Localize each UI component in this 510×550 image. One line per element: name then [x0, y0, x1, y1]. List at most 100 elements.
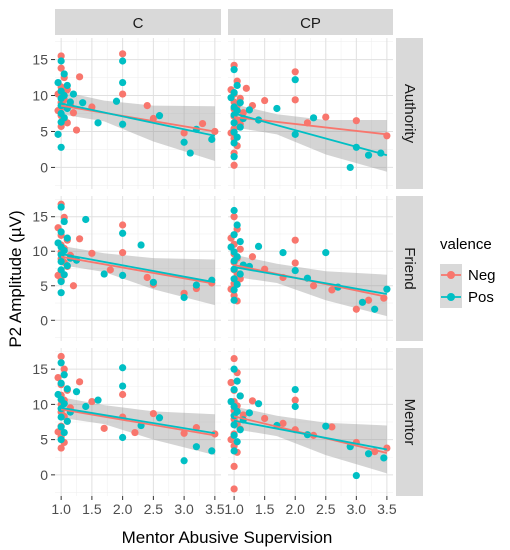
point-pos [119, 57, 127, 65]
point-pos [119, 120, 127, 128]
facet-label-authority: Authority [401, 84, 418, 144]
point-pos [371, 305, 379, 313]
point-pos [291, 385, 299, 394]
point-pos [245, 409, 253, 417]
point-neg [119, 90, 127, 98]
point-neg [72, 126, 81, 134]
point-neg [352, 305, 360, 313]
point-neg [75, 235, 84, 243]
point-neg [198, 119, 207, 128]
point-pos [346, 163, 354, 172]
point-pos [57, 143, 65, 151]
legend-keys: Neg Pos [440, 264, 496, 308]
x-tick-label: 3.5 [205, 501, 225, 517]
point-pos [322, 422, 330, 430]
point-neg [230, 485, 238, 493]
point-pos [230, 385, 238, 394]
point-neg [309, 282, 318, 290]
point-pos [192, 281, 201, 289]
point-pos [230, 275, 238, 283]
point-pos [230, 296, 238, 304]
legend-label-neg: Neg [468, 267, 496, 284]
fit-line-pos [61, 407, 215, 435]
point-neg [383, 444, 391, 452]
y-tick-label: 0 [40, 312, 48, 328]
point-neg [69, 109, 78, 117]
point-pos [54, 130, 62, 138]
point-pos [66, 98, 74, 106]
x-tick-label: 3.0 [174, 501, 194, 517]
point-pos [69, 90, 78, 98]
point-neg [180, 429, 188, 437]
point-pos [180, 138, 188, 146]
point-pos [186, 149, 194, 157]
point-neg [236, 245, 244, 253]
facet-strip-mentor [396, 348, 423, 496]
facet-strip-c [55, 9, 221, 35]
point-pos [94, 396, 102, 404]
point-neg [180, 129, 188, 137]
point-neg [352, 117, 360, 125]
x-tick-label: 2.0 [113, 501, 133, 517]
confidence-band [234, 406, 387, 474]
point-pos [57, 257, 65, 266]
point-pos [230, 66, 238, 74]
point-pos [63, 262, 71, 270]
point-pos [82, 402, 90, 411]
point-neg [149, 409, 157, 418]
point-pos [57, 359, 65, 367]
panel-authority-c [54, 38, 221, 189]
point-neg [364, 296, 373, 304]
point-pos [230, 431, 238, 439]
point-neg [239, 411, 247, 419]
point-neg [88, 397, 96, 406]
point-pos [57, 413, 65, 421]
point-neg [57, 352, 65, 361]
point-pos [180, 457, 188, 465]
y-tick-label: 10 [32, 88, 48, 104]
point-neg [57, 64, 65, 72]
point-pos [273, 104, 281, 113]
y-tick-label: 15 [32, 52, 48, 68]
point-neg [227, 378, 235, 387]
point-pos [322, 249, 330, 257]
point-neg [143, 101, 151, 110]
x-tick-label: 2.5 [144, 501, 164, 517]
point-pos [245, 106, 253, 114]
fit-line-neg [60, 104, 216, 133]
point-neg [261, 96, 269, 105]
point-pos [254, 400, 263, 408]
point-pos [230, 412, 238, 420]
y-tick-label: 5 [40, 432, 48, 448]
point-pos [236, 392, 244, 400]
x-tick-label: 1.5 [255, 501, 275, 517]
x-tick-label: 2.5 [316, 501, 336, 517]
point-neg [100, 424, 108, 432]
point-pos [63, 81, 71, 90]
point-pos [233, 221, 241, 229]
facet-label-friend: Friend [401, 247, 418, 290]
point-neg [54, 374, 62, 382]
point-pos [233, 377, 241, 385]
point-neg [248, 253, 257, 261]
point-pos [63, 417, 71, 425]
point-pos [230, 231, 238, 239]
fit-line-pos [60, 253, 216, 284]
point-pos [119, 78, 127, 87]
x-axis-label: Mentor Abusive Supervision [122, 528, 333, 547]
point-pos [233, 438, 241, 446]
point-neg [291, 96, 299, 104]
point-neg [248, 397, 257, 405]
point-neg [291, 68, 299, 76]
point-pos [192, 443, 201, 451]
point-neg [261, 414, 269, 423]
point-pos [119, 229, 127, 237]
fit-line-neg [60, 408, 216, 437]
point-pos [79, 99, 87, 107]
point-pos [57, 203, 65, 211]
point-pos [94, 119, 102, 127]
point-neg [242, 84, 250, 92]
x-tick-label: 1.0 [51, 501, 71, 517]
